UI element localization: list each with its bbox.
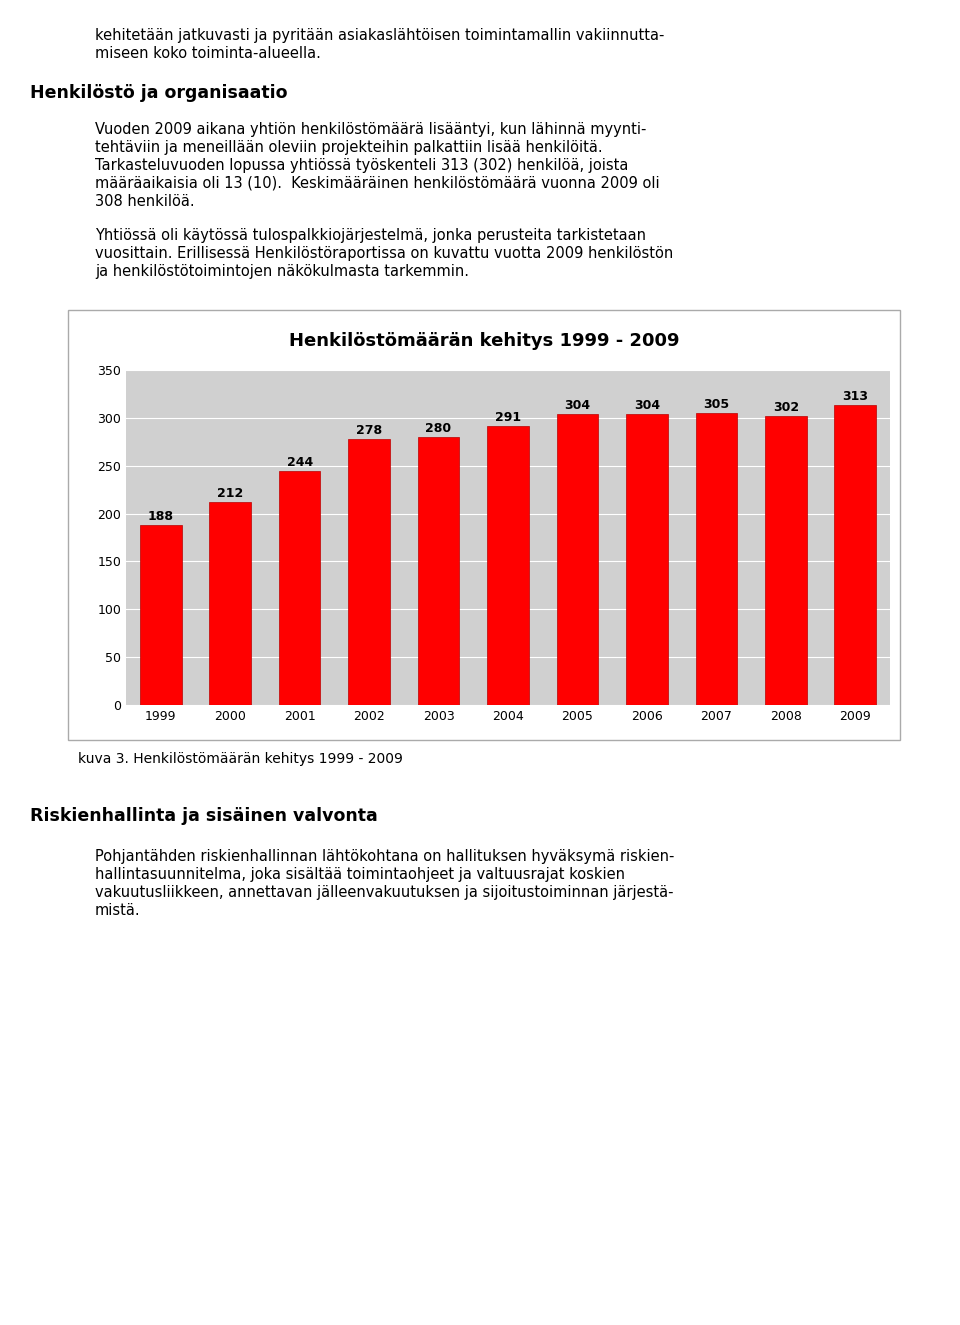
Bar	[557, 413, 598, 705]
Bar	[278, 472, 321, 705]
Text: Henkilöstömäärän kehitys 1999 - 2009: Henkilöstömäärän kehitys 1999 - 2009	[289, 333, 680, 350]
Text: mistä.: mistä.	[95, 904, 140, 918]
Text: Vuoden 2009 aikana yhtiön henkilöstömäärä lisääntyi, kun lähinnä myynti-: Vuoden 2009 aikana yhtiön henkilöstömäär…	[95, 122, 646, 136]
Text: määräaikaisia oli 13 (10).  Keskimääräinen henkilöstömäärä vuonna 2009 oli: määräaikaisia oli 13 (10). Keskimääräine…	[95, 176, 660, 191]
Bar	[834, 405, 876, 705]
Text: 302: 302	[773, 400, 799, 413]
Text: kuva 3. Henkilöstömäärän kehitys 1999 - 2009: kuva 3. Henkilöstömäärän kehitys 1999 - …	[78, 753, 403, 766]
Text: 304: 304	[564, 399, 590, 412]
Bar	[626, 413, 668, 705]
Text: Yhtiössä oli käytössä tulospalkkiojärjestelmä, jonka perusteita tarkistetaan: Yhtiössä oli käytössä tulospalkkiojärjes…	[95, 228, 646, 242]
Text: kehitetään jatkuvasti ja pyritään asiakaslähtöisen toimintamallin vakiinnutta-: kehitetään jatkuvasti ja pyritään asiaka…	[95, 28, 664, 42]
Text: 188: 188	[148, 510, 174, 522]
Text: 304: 304	[634, 399, 660, 412]
Text: Henkilöstö ja organisaatio: Henkilöstö ja organisaatio	[30, 83, 287, 102]
Text: vakuutusliikkeen, annettavan jälleenvakuutuksen ja sijoitustoiminnan järjestä-: vakuutusliikkeen, annettavan jälleenvaku…	[95, 885, 674, 900]
Text: 313: 313	[842, 390, 868, 403]
Text: miseen koko toiminta-alueella.: miseen koko toiminta-alueella.	[95, 46, 321, 61]
Bar	[765, 416, 806, 705]
Text: Riskienhallinta ja sisäinen valvonta: Riskienhallinta ja sisäinen valvonta	[30, 807, 377, 825]
Text: 278: 278	[356, 424, 382, 436]
Text: 212: 212	[217, 486, 243, 500]
Text: ja henkilöstötoimintojen näkökulmasta tarkemmin.: ja henkilöstötoimintojen näkökulmasta ta…	[95, 264, 469, 280]
Bar	[348, 439, 390, 705]
Bar	[209, 502, 251, 705]
Bar	[487, 427, 529, 705]
Bar	[140, 525, 181, 705]
Text: Pohjantähden riskienhallinnan lähtökohtana on hallituksen hyväksymä riskien-: Pohjantähden riskienhallinnan lähtökohta…	[95, 849, 674, 864]
Bar	[68, 310, 900, 739]
Text: 308 henkilöä.: 308 henkilöä.	[95, 193, 195, 209]
Text: 280: 280	[425, 421, 451, 435]
Text: 305: 305	[704, 398, 730, 411]
Text: hallintasuunnitelma, joka sisältää toimintaohjeet ja valtuusrajat koskien: hallintasuunnitelma, joka sisältää toimi…	[95, 867, 625, 882]
Text: Tarkasteluvuoden lopussa yhtiössä työskenteli 313 (302) henkilöä, joista: Tarkasteluvuoden lopussa yhtiössä työske…	[95, 158, 629, 174]
Text: tehtäviin ja meneillään oleviin projekteihin palkattiin lisää henkilöitä.: tehtäviin ja meneillään oleviin projekte…	[95, 140, 603, 155]
Bar	[418, 437, 460, 705]
Bar	[696, 413, 737, 705]
Text: 244: 244	[286, 456, 313, 469]
Text: vuosittain. Erillisessä Henkilöstöraportissa on kuvattu vuotta 2009 henkilöstön: vuosittain. Erillisessä Henkilöstöraport…	[95, 246, 673, 261]
Text: 291: 291	[495, 411, 521, 424]
